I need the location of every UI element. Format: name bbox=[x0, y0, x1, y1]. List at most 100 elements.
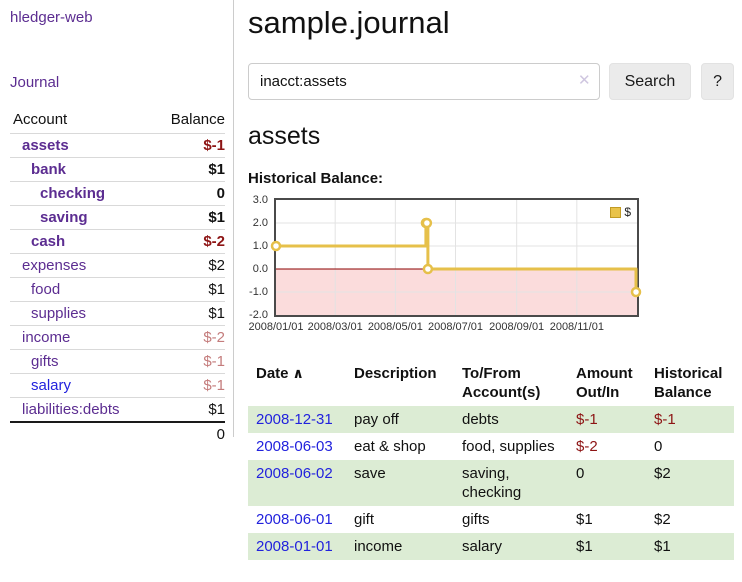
register-row: 2008-01-01 income salary $1 $1 bbox=[248, 533, 734, 560]
register-row: 2008-06-01 gift gifts $1 $2 bbox=[248, 506, 734, 533]
transaction-date-cell: 2008-01-01 bbox=[248, 533, 346, 560]
y-axis-tick: 3.0 bbox=[252, 194, 268, 206]
sidebar-account-row: salary $-1 bbox=[10, 373, 225, 397]
account-balance: $2 bbox=[208, 257, 225, 274]
transaction-balance: $2 bbox=[654, 465, 671, 482]
transaction-accounts: gifts bbox=[462, 511, 490, 528]
x-axis-tick: 2008/09/01 bbox=[489, 321, 545, 333]
account-balance: $-2 bbox=[203, 233, 225, 250]
sidebar-account-link[interactable]: bank bbox=[31, 161, 67, 178]
y-axis-tick: 2.0 bbox=[252, 217, 268, 229]
sidebar-account-row: liabilities:debts $1 bbox=[10, 397, 225, 421]
transaction-date-cell: 2008-12-31 bbox=[248, 406, 346, 433]
legend-swatch-icon bbox=[610, 206, 622, 218]
transaction-accounts: debts bbox=[462, 411, 499, 428]
transaction-amount: $1 bbox=[576, 511, 593, 528]
sidebar: hledger-web Journal Account Balance asse… bbox=[0, 0, 234, 443]
register-row: 2008-12-31 pay off debts $-1 $-1 bbox=[248, 406, 734, 433]
sidebar-account-link[interactable]: salary bbox=[31, 377, 72, 394]
transaction-description: pay off bbox=[354, 411, 399, 428]
accounts-total-row: 0 bbox=[10, 421, 225, 446]
transaction-amount: $-2 bbox=[576, 438, 598, 455]
balance-column-header: Balance bbox=[170, 111, 225, 128]
transaction-date-cell: 2008-06-01 bbox=[248, 506, 346, 533]
app-title-link[interactable]: hledger-web bbox=[10, 9, 93, 26]
sidebar-account-row: saving $1 bbox=[10, 205, 225, 229]
main-content: sample.journal ✕ Search ? assets Histori… bbox=[248, 0, 734, 560]
transaction-date-link[interactable]: 2008-01-01 bbox=[256, 538, 333, 555]
register-row: 2008-06-03 eat & shop food, supplies $-2 0 bbox=[248, 433, 734, 460]
account-balance: 0 bbox=[216, 185, 225, 202]
search-button[interactable]: Search bbox=[608, 63, 692, 100]
transaction-date-link[interactable]: 2008-06-01 bbox=[256, 511, 333, 528]
transaction-date-link[interactable]: 2008-06-02 bbox=[256, 465, 333, 482]
account-balance: $-1 bbox=[203, 377, 225, 394]
sidebar-account-link[interactable]: expenses bbox=[22, 257, 87, 274]
x-axis-tick: 2008/05/01 bbox=[367, 321, 423, 333]
transaction-balance: $1 bbox=[654, 538, 671, 555]
transaction-amount: $-1 bbox=[576, 411, 598, 428]
chart-title: Historical Balance: bbox=[248, 170, 384, 187]
description-column-header: Description bbox=[354, 365, 437, 382]
sidebar-account-link[interactable]: saving bbox=[40, 209, 88, 226]
sidebar-account-link[interactable]: cash bbox=[31, 233, 66, 250]
x-axis-tick: 2008/07/01 bbox=[427, 321, 484, 333]
y-axis-tick: 0.0 bbox=[252, 263, 268, 275]
clear-search-icon[interactable]: ✕ bbox=[577, 72, 591, 89]
y-axis: 3.0 2.0 1.0 0.0 -1.0 -2.0 bbox=[240, 194, 268, 321]
transaction-date-cell: 2008-06-02 bbox=[248, 460, 346, 506]
sidebar-account-link[interactable]: gifts bbox=[31, 353, 59, 370]
sidebar-account-row: cash $-2 bbox=[10, 229, 225, 253]
transaction-accounts: salary bbox=[462, 538, 503, 555]
date-column-header[interactable]: Date ∧ bbox=[256, 365, 304, 382]
search-input[interactable] bbox=[248, 63, 600, 100]
sort-ascending-icon: ∧ bbox=[292, 365, 304, 381]
balance-chart: $ 3.0 2.0 1.0 0.0 -1.0 -2.0 2008/01/01 2008/03… bbox=[248, 194, 642, 338]
sidebar-account-row: assets $-1 bbox=[10, 133, 225, 157]
transaction-date-cell: 2008-06-03 bbox=[248, 433, 346, 460]
sidebar-account-row: expenses $2 bbox=[10, 253, 225, 277]
sidebar-item-journal[interactable]: Journal bbox=[10, 74, 60, 91]
sidebar-account-link[interactable]: food bbox=[31, 281, 61, 298]
y-axis-tick: 1.0 bbox=[252, 240, 268, 252]
transaction-accounts: food, supplies bbox=[462, 438, 555, 455]
search-box: ✕ bbox=[248, 63, 600, 100]
transaction-amount: $1 bbox=[576, 538, 593, 555]
register-row: 2008-06-02 save saving, checking 0 $2 bbox=[248, 460, 734, 506]
sidebar-account-row: income $-2 bbox=[10, 325, 225, 349]
sidebar-account-row: bank $1 bbox=[10, 157, 225, 181]
sidebar-account-link[interactable]: checking bbox=[40, 185, 106, 202]
transaction-accounts: saving, checking bbox=[462, 465, 522, 501]
chart-canvas bbox=[270, 200, 642, 315]
transaction-date-link[interactable]: 2008-06-03 bbox=[256, 438, 333, 455]
transaction-date-link[interactable]: 2008-12-31 bbox=[256, 411, 333, 428]
transaction-description: save bbox=[354, 465, 386, 482]
x-axis: 2008/01/01 2008/03/01 2008/05/01 2008/07/01… bbox=[248, 321, 639, 335]
sidebar-account-row: food $1 bbox=[10, 277, 225, 301]
accounts-table: Account Balance assets $-1 bank $1 checking 0… bbox=[10, 109, 225, 446]
account-balance: $-2 bbox=[203, 329, 225, 346]
account-balance: $1 bbox=[208, 161, 225, 178]
account-balance: $1 bbox=[208, 281, 225, 298]
sidebar-account-link[interactable]: supplies bbox=[31, 305, 87, 322]
sidebar-account-link[interactable]: assets bbox=[22, 137, 69, 154]
transaction-balance: $-1 bbox=[654, 411, 676, 428]
register-table: Date ∧ Description To/From Account(s) Amo… bbox=[248, 360, 734, 560]
transaction-balance: 0 bbox=[654, 438, 663, 455]
y-axis-tick: -2.0 bbox=[249, 309, 268, 321]
transaction-amount: 0 bbox=[576, 465, 585, 482]
help-button[interactable]: ? bbox=[701, 63, 734, 100]
account-balance: $1 bbox=[208, 209, 225, 226]
transaction-description: eat & shop bbox=[354, 438, 426, 455]
sidebar-account-link[interactable]: income bbox=[22, 329, 71, 346]
amount-column-header: Amount Out/In bbox=[576, 365, 633, 401]
sidebar-account-link[interactable]: liabilities:debts bbox=[22, 401, 120, 418]
y-axis-tick: -1.0 bbox=[249, 286, 268, 298]
account-balance: $1 bbox=[208, 401, 225, 418]
transaction-balance: $2 bbox=[654, 511, 671, 528]
account-balance: $-1 bbox=[203, 353, 225, 370]
legend-label: $ bbox=[624, 205, 631, 219]
accounts-column-header: To/From Account(s) bbox=[462, 365, 541, 401]
balance-column-header: Historical Balance bbox=[654, 365, 723, 401]
x-axis-tick: 2008/01/01 bbox=[248, 321, 304, 333]
